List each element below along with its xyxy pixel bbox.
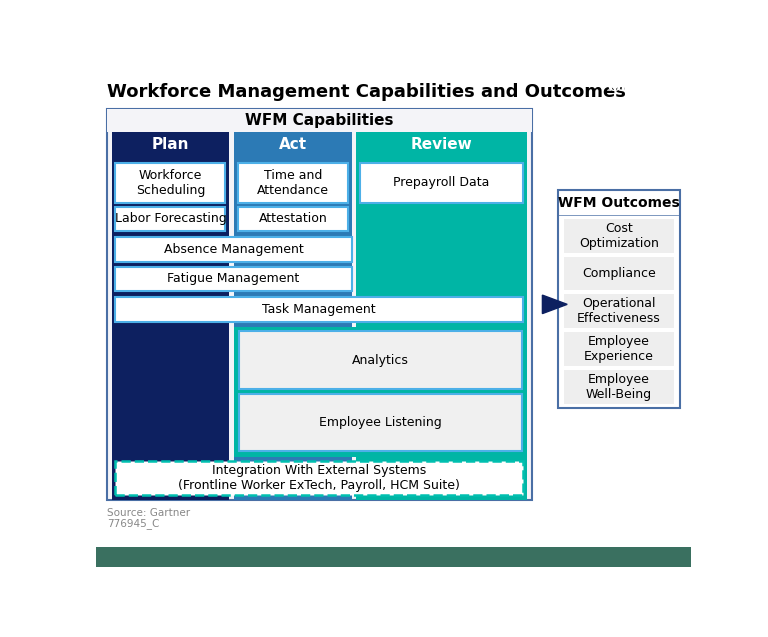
Bar: [239, 331, 522, 389]
Text: Absence Management: Absence Management: [164, 243, 303, 256]
Text: Labor Forecasting: Labor Forecasting: [114, 212, 227, 225]
Bar: [558, 190, 680, 408]
Bar: [115, 206, 226, 231]
Text: Time and
Attendance: Time and Attendance: [257, 169, 329, 197]
Bar: [564, 370, 674, 404]
Bar: [111, 132, 230, 158]
Text: Attestation: Attestation: [259, 212, 327, 225]
Text: Prepayroll Data: Prepayroll Data: [393, 176, 490, 189]
Bar: [564, 219, 674, 253]
Bar: [239, 394, 522, 452]
Bar: [115, 461, 523, 496]
Bar: [111, 132, 230, 500]
Text: Workforce Management Capabilities and Outcomes: Workforce Management Capabilities and Ou…: [107, 83, 626, 101]
Bar: [115, 267, 352, 291]
Text: Employee
Well-Being: Employee Well-Being: [586, 373, 652, 401]
Bar: [107, 109, 531, 132]
Text: Employee Listening: Employee Listening: [319, 416, 442, 429]
Bar: [111, 327, 230, 500]
Bar: [356, 132, 527, 500]
Bar: [564, 257, 674, 290]
Bar: [356, 132, 527, 158]
Text: Review: Review: [411, 138, 472, 152]
Bar: [238, 162, 348, 203]
Bar: [96, 547, 691, 567]
Bar: [564, 294, 674, 328]
Text: 776945_C: 776945_C: [107, 518, 159, 529]
Text: Integration With External Systems
(Frontline Worker ExTech, Payroll, HCM Suite): Integration With External Systems (Front…: [178, 464, 460, 492]
Text: Plan: Plan: [151, 138, 189, 152]
Text: Task Management: Task Management: [263, 303, 376, 316]
Text: Act: Act: [279, 138, 307, 152]
Bar: [115, 162, 226, 203]
Bar: [238, 206, 348, 231]
Text: Employee
Experience: Employee Experience: [584, 335, 654, 363]
Text: Analytics: Analytics: [352, 354, 409, 367]
Text: Source: Gartner: Source: Gartner: [107, 508, 190, 518]
Bar: [115, 297, 523, 322]
Bar: [115, 238, 352, 262]
Text: Gartner: Gartner: [608, 78, 681, 95]
Text: WFM Outcomes: WFM Outcomes: [558, 196, 680, 210]
Bar: [360, 162, 523, 203]
Text: Workforce
Scheduling: Workforce Scheduling: [136, 169, 205, 197]
Bar: [234, 132, 352, 500]
Bar: [107, 109, 531, 500]
Text: Cost
Optimization: Cost Optimization: [579, 222, 659, 250]
Bar: [234, 327, 527, 457]
Text: WFM Capabilities: WFM Capabilities: [245, 113, 393, 128]
Text: Fatigue Management: Fatigue Management: [167, 273, 300, 285]
Polygon shape: [542, 295, 568, 313]
Text: Operational
Effectiveness: Operational Effectiveness: [578, 297, 661, 326]
Bar: [564, 332, 674, 366]
Text: Compliance: Compliance: [582, 267, 656, 280]
Bar: [234, 132, 352, 158]
